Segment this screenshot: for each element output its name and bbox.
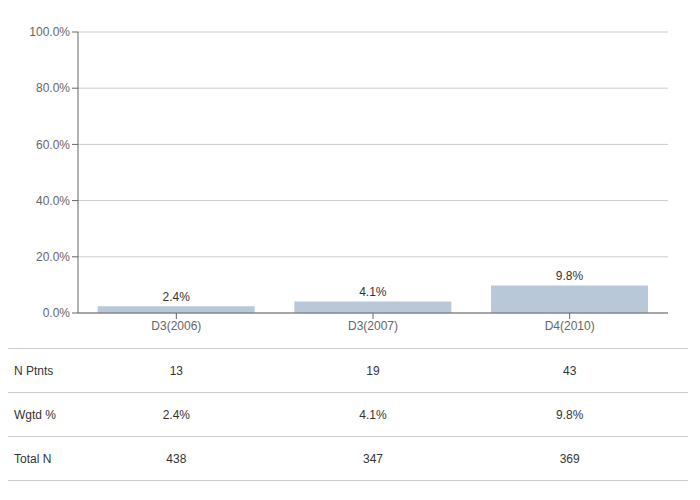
svg-text:20.0%: 20.0% — [36, 250, 70, 264]
html-text:Wgtd %: Wgtd % — [14, 407, 56, 422]
html-text:43: 43 — [563, 363, 577, 378]
html-text:438: 438 — [166, 451, 187, 466]
svg-text:D4(2010): D4(2010) — [545, 319, 595, 333]
svg-text:100.0%: 100.0% — [29, 25, 70, 39]
svg-text:9.8%: 9.8% — [556, 269, 584, 283]
svg-text:0.0%: 0.0% — [43, 306, 71, 320]
html-text:19: 19 — [366, 363, 380, 378]
html-text:347: 347 — [363, 451, 383, 466]
svg-text:80.0%: 80.0% — [36, 81, 70, 95]
html-text:N Ptnts: N Ptnts — [14, 363, 54, 378]
html-text:9.8%: 9.8% — [556, 407, 584, 422]
svg-text:40.0%: 40.0% — [36, 194, 70, 208]
html-text:Total N: Total N — [14, 451, 52, 466]
html-text:4.1%: 4.1% — [359, 407, 387, 422]
html-text:13: 13 — [169, 363, 183, 378]
html-text:369: 369 — [559, 451, 580, 466]
html-text:2.4%: 2.4% — [162, 407, 190, 422]
svg-text:4.1%: 4.1% — [359, 285, 387, 299]
svg-text:D3(2006): D3(2006) — [151, 319, 201, 333]
svg-text:2.4%: 2.4% — [162, 290, 190, 304]
svg-text:D3(2007): D3(2007) — [348, 319, 398, 333]
svg-text:60.0%: 60.0% — [36, 138, 70, 152]
